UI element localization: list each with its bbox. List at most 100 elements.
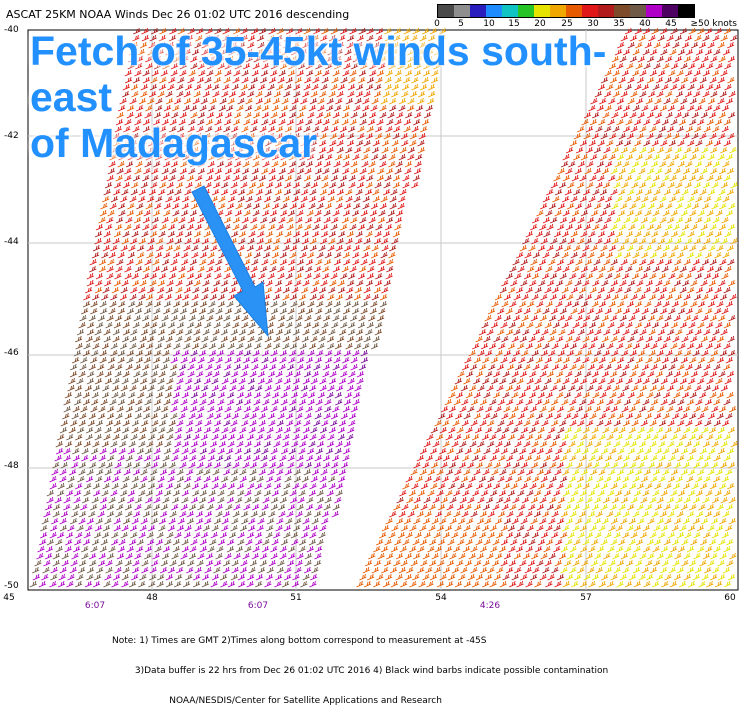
wind-barb xyxy=(267,83,275,91)
wind-barb xyxy=(573,153,581,161)
wind-barb xyxy=(398,195,406,203)
wind-barb xyxy=(348,174,356,182)
product-header: ASCAT 25KM NOAA Winds Dec 26 01:02 UTC 2… xyxy=(6,8,350,21)
wind-barb xyxy=(612,69,620,77)
callout-line-1: Fetch of 35-45kt winds south-east xyxy=(30,28,607,120)
wind-barb xyxy=(542,195,551,203)
wind-barb xyxy=(669,174,677,182)
wind-barb xyxy=(619,55,627,63)
wind-barb xyxy=(688,62,696,70)
lat-label: -44 xyxy=(4,237,19,247)
wind-barb xyxy=(240,181,248,189)
wind-barb xyxy=(355,188,363,196)
wind-barb xyxy=(247,41,255,49)
legend-swatch xyxy=(534,5,550,17)
wind-barb xyxy=(346,139,355,147)
wind-barb xyxy=(401,90,409,98)
wind-barb xyxy=(717,76,725,84)
wind-barb xyxy=(325,153,333,161)
wind-barb xyxy=(215,111,224,119)
wind-barb xyxy=(248,181,257,189)
wind-barb xyxy=(579,139,588,147)
wind-barb xyxy=(718,167,727,175)
wind-barb xyxy=(131,132,139,140)
wind-barb xyxy=(342,69,350,77)
wind-barb xyxy=(294,125,303,133)
wind-barb xyxy=(143,167,151,175)
wind-barb xyxy=(118,153,126,161)
wind-barb xyxy=(153,111,162,119)
wind-barb xyxy=(197,160,205,168)
wind-barb xyxy=(602,181,611,189)
wind-barb xyxy=(210,146,219,154)
wind-barb xyxy=(323,160,332,168)
wind-barb xyxy=(247,83,256,91)
wind-barb xyxy=(316,111,324,119)
wind-barb xyxy=(668,69,676,77)
wind-barb xyxy=(174,146,182,154)
wind-barb xyxy=(552,195,560,203)
wind-barb xyxy=(622,160,630,168)
wind-barb xyxy=(134,167,142,175)
wind-barb xyxy=(208,153,216,161)
wind-barb xyxy=(560,160,569,168)
wind-barb xyxy=(725,153,734,161)
wind-barb xyxy=(618,76,626,84)
wind-barb xyxy=(583,132,591,140)
wind-barb xyxy=(340,76,348,84)
wind-barb xyxy=(225,160,233,168)
wind-barb xyxy=(411,125,419,133)
wind-barb xyxy=(141,132,149,140)
wind-barb xyxy=(690,41,699,49)
legend-swatch xyxy=(678,5,694,17)
wind-barb xyxy=(690,76,698,84)
wind-barb xyxy=(371,55,379,63)
wind-barb xyxy=(405,111,413,119)
wind-barb xyxy=(343,62,351,70)
wind-barb xyxy=(227,97,235,105)
wind-barb xyxy=(402,34,410,42)
wind-barb xyxy=(687,195,695,203)
wind-barb xyxy=(626,132,635,140)
wind-barb xyxy=(284,181,292,189)
wind-barb xyxy=(656,55,664,63)
wind-barb xyxy=(349,118,357,126)
wind-barb xyxy=(402,181,410,189)
wind-barb xyxy=(623,125,631,133)
wind-barb xyxy=(358,27,366,35)
wind-barb xyxy=(598,118,606,126)
wind-barb xyxy=(331,76,339,84)
wind-barb xyxy=(150,76,158,84)
wind-barb xyxy=(596,104,604,112)
wind-barb xyxy=(433,62,441,70)
wind-barb xyxy=(305,62,313,70)
wind-barb xyxy=(374,181,382,189)
wind-barb xyxy=(641,83,650,91)
wind-barb xyxy=(653,62,661,70)
wind-barb xyxy=(274,188,283,196)
wind-barb xyxy=(604,104,612,112)
wind-barb xyxy=(230,188,238,196)
wind-barb xyxy=(327,195,335,203)
wind-barb xyxy=(211,188,220,196)
wind-barb xyxy=(212,83,220,91)
wind-barb xyxy=(365,181,373,189)
wind-barb xyxy=(674,111,682,119)
wind-barb xyxy=(393,27,402,35)
wind-barb xyxy=(604,69,612,77)
wind-barb xyxy=(312,125,320,133)
wind-barb xyxy=(417,90,426,98)
wind-barb xyxy=(230,181,238,189)
wind-barb xyxy=(314,118,323,126)
wind-barb xyxy=(700,111,709,119)
wind-barb xyxy=(272,97,280,105)
wind-barb xyxy=(710,90,718,98)
wind-barb xyxy=(271,104,279,112)
wind-barb xyxy=(255,97,263,105)
wind-barb xyxy=(214,118,222,126)
legend-swatch xyxy=(518,5,534,17)
wind-barb xyxy=(257,41,265,49)
wind-barb xyxy=(284,83,292,91)
wind-barb xyxy=(688,174,697,182)
wind-barb xyxy=(633,195,641,203)
